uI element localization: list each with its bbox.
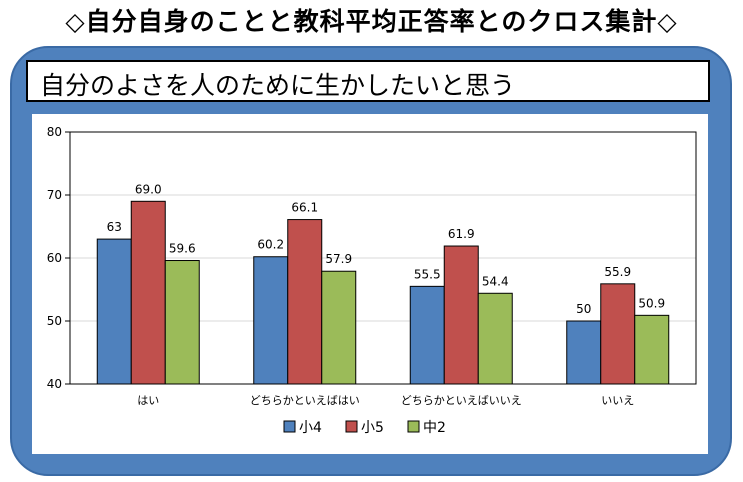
bar: [566, 320, 602, 385]
y-tick-label: 80: [47, 125, 62, 139]
data-label: 60.2: [257, 238, 284, 252]
bar-chart: 40 50 60 70 80 63 69.0 59.6 はい 60.2 66.1 57.9 どちらかとい…: [47, 125, 697, 436]
y-tick-label: 40: [47, 377, 62, 391]
x-category-label: どちらかといえばはい: [250, 394, 360, 407]
bar: [409, 285, 445, 385]
bar: [287, 219, 323, 385]
data-label: 66.1: [291, 201, 318, 215]
bar: [477, 292, 513, 385]
bar: [321, 270, 357, 385]
legend-swatch: [345, 420, 358, 433]
x-category-label: はい: [137, 394, 159, 407]
data-label: 57.9: [325, 252, 352, 266]
data-label: 50: [576, 302, 591, 316]
data-label: 59.6: [169, 242, 196, 256]
data-label: 55.5: [414, 267, 441, 281]
y-tick-label: 70: [47, 188, 62, 202]
x-category-label: いいえ: [601, 394, 634, 407]
bar: [600, 283, 636, 385]
y-tick-label: 50: [47, 314, 62, 328]
chart-area: 40 50 60 70 80 63 69.0 59.6 はい 60.2 66.1 57.9 どちらかとい…: [32, 114, 708, 454]
bar: [130, 200, 166, 385]
question-box: 自分のよさを人のために生かしたいと思う: [26, 60, 710, 102]
legend-swatch: [283, 420, 296, 433]
data-label: 50.9: [638, 296, 665, 310]
data-label: 55.9: [604, 265, 631, 279]
bar: [253, 256, 289, 385]
data-label: 63: [107, 220, 122, 234]
legend-label: 中2: [423, 420, 446, 436]
legend-label: 小4: [299, 420, 322, 436]
data-label: 69.0: [135, 182, 162, 196]
plot-border: [69, 131, 697, 385]
bar: [443, 245, 479, 385]
x-category-label: どちらかといえばいいえ: [401, 394, 522, 407]
legend-swatch: [407, 420, 420, 433]
data-label: 54.4: [482, 274, 509, 288]
page-title: ◇自分自身のことと教科平均正答率とのクロス集計◇: [65, 7, 678, 36]
y-tick-label: 60: [47, 251, 62, 265]
bar: [634, 314, 670, 385]
bar: [96, 238, 132, 385]
data-label: 61.9: [448, 227, 475, 241]
legend-label: 小5: [361, 420, 384, 436]
question-text: 自分のよさを人のために生かしたいと思う: [40, 71, 516, 100]
bar: [164, 260, 200, 385]
